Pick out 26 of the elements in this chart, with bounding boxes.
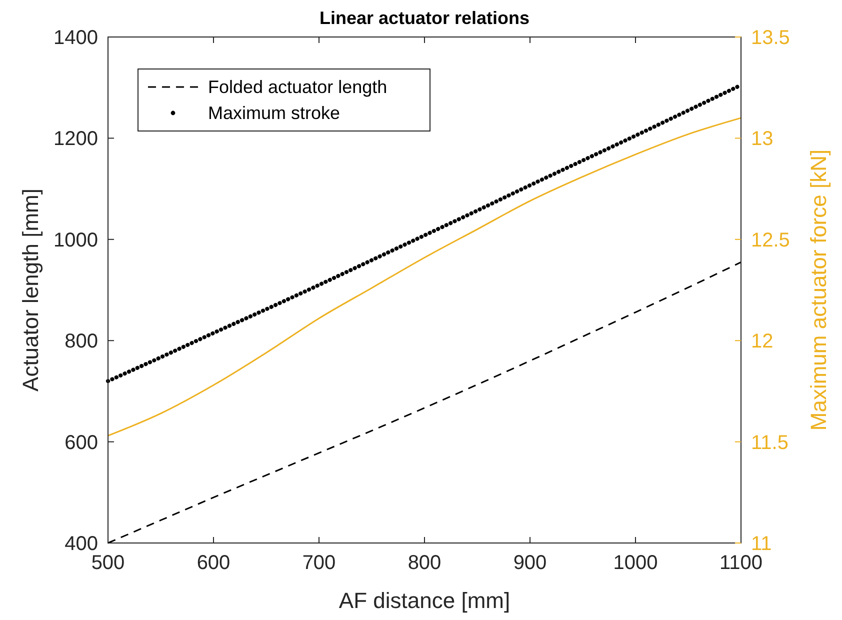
x-tick-label: 1100 (719, 552, 763, 574)
y-tick-label: 800 (64, 330, 98, 353)
y-tick-label: 1200 (54, 128, 98, 150)
x-axis-title: AF distance [mm] (338, 588, 510, 613)
y2-tick-label: 13.5 (751, 27, 790, 49)
x-tick-label: 700 (302, 552, 336, 574)
y2-tick-label: 12.5 (751, 229, 790, 252)
y-tick-label: 1400 (54, 27, 98, 49)
y2-tick-label: 11 (751, 533, 772, 555)
chart-title: Linear actuator relations (319, 8, 530, 28)
x-tick-label: 800 (408, 552, 442, 574)
x-tick-label: 1000 (613, 552, 658, 574)
x-tick-label: 500 (91, 552, 125, 574)
legend-label: Folded actuator length (208, 77, 388, 97)
x-tick-label: 900 (513, 552, 547, 574)
y2-tick-label: 12 (751, 330, 774, 353)
y-tick-label: 400 (64, 533, 98, 555)
y-tick-label: 1000 (54, 229, 98, 252)
x-tick-label: 600 (196, 552, 230, 574)
y2-tick-label: 13 (751, 128, 774, 150)
y-axis-title: Actuator length [mm] (18, 188, 43, 392)
y-tick-label: 600 (64, 432, 98, 454)
line-series (107, 261, 742, 544)
y2-tick-label: 11.5 (751, 432, 788, 454)
y2-axis-title: Maximum actuator force [kN] (806, 149, 831, 431)
legend-label: Maximum stroke (208, 103, 340, 123)
